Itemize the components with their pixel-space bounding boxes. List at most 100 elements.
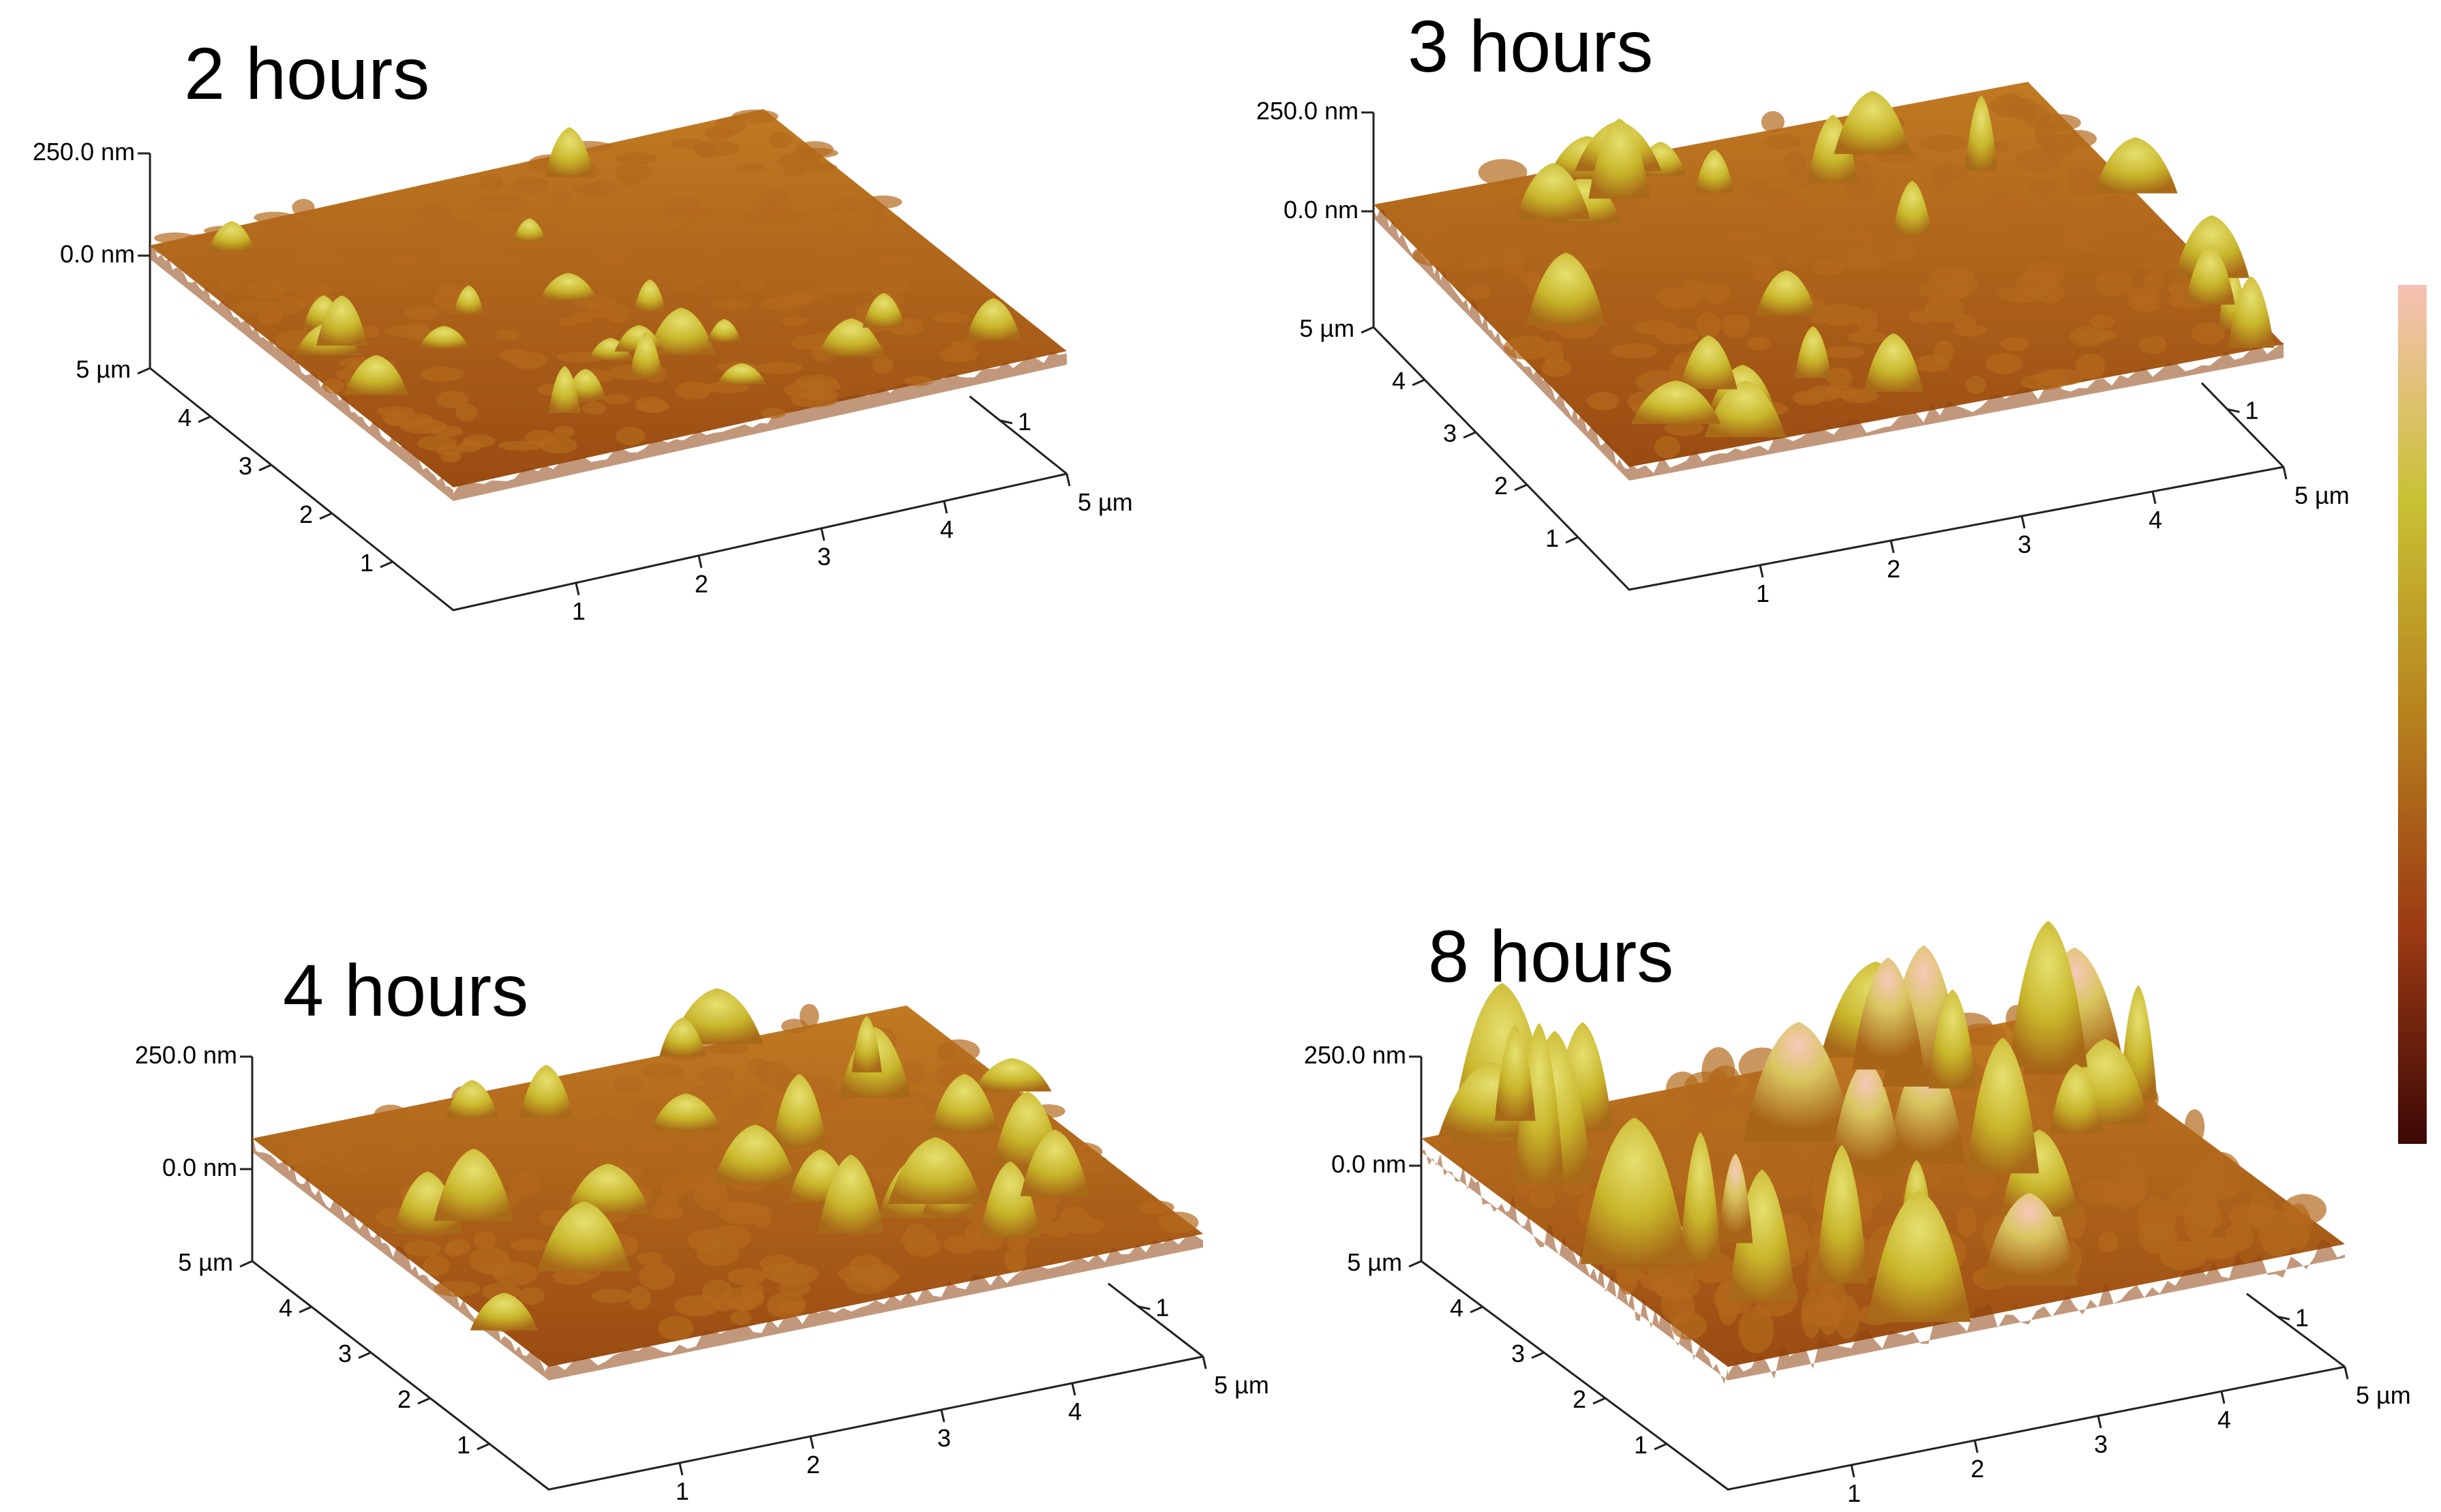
surface-bump [693, 1182, 729, 1210]
surface-bump [1930, 164, 1969, 181]
surface-bump [435, 219, 482, 233]
y-tick [319, 512, 333, 520]
y-tick [380, 560, 393, 569]
surface-peak [2228, 276, 2275, 348]
y-tick [258, 464, 272, 472]
surface-peak [659, 1017, 706, 1057]
surface-bump [2225, 1222, 2254, 1252]
y-tick-label: 3 [1443, 419, 1457, 447]
surface-peak [1494, 1025, 1536, 1121]
surface-peak [1020, 1129, 1090, 1196]
surface-bump [1770, 1163, 1811, 1198]
surface-bump [1410, 211, 1445, 239]
surface-peak [1695, 149, 1734, 194]
surface-bump [943, 1235, 980, 1254]
surface-peak [548, 365, 581, 413]
surface-peak [539, 273, 598, 301]
x-tick [575, 582, 580, 596]
y-tick-label: 1 [457, 1431, 470, 1459]
x-tick [697, 555, 703, 569]
surface-bump [1965, 376, 1987, 394]
surface-bump [1639, 210, 1688, 223]
surface-bump [661, 1175, 688, 1198]
surface-peak [1718, 1153, 1753, 1243]
surface-peak [537, 1201, 631, 1271]
y-tick [137, 367, 151, 375]
surface-bump [416, 435, 457, 451]
surface-bump [759, 209, 808, 223]
surface-peak [2009, 920, 2088, 1068]
afm-panel-2: 3 hours 250.0 nm 0.0 nm 5 µm 4 3 2 1 1 2 3 4 5 µm 1 [1256, 5, 2350, 607]
surface-edge [252, 1134, 1203, 1380]
y-tick [239, 1260, 253, 1268]
surface-bump [404, 305, 439, 320]
surface-bump [671, 226, 699, 244]
surface-bump [781, 1018, 808, 1034]
surface-bump [1843, 228, 1878, 252]
surface-bump [1816, 303, 1865, 326]
surface-bump [2183, 1198, 2216, 1244]
x-tick [940, 1409, 945, 1423]
x-tick-label: 1 [1847, 1479, 1861, 1507]
surface-bump [673, 268, 712, 284]
surface-bump [671, 138, 706, 149]
surface-peak [888, 1137, 983, 1205]
surface-bump [499, 348, 530, 362]
surface-bump [731, 109, 778, 123]
surface-peak [1755, 270, 1817, 316]
surface-bump [2139, 335, 2167, 354]
surface-peak [1834, 91, 1911, 154]
y-tick-label: 5 µm [1299, 314, 1354, 342]
surface-bump [658, 1316, 694, 1340]
surface-bump [673, 1295, 721, 1317]
y-tick-label: 3 [239, 452, 252, 480]
surface-bump [2184, 1109, 2205, 1145]
surface-peak [851, 1016, 882, 1073]
x-tick-label: 5 µm [1078, 488, 1133, 516]
surface-peak [418, 326, 470, 348]
surface-bump [1503, 335, 1551, 360]
surface-bump [1742, 180, 1771, 199]
surface-bump [1478, 159, 1528, 186]
surface-peak [1588, 118, 1651, 199]
surface-bump [234, 300, 280, 314]
surface-peak [445, 1080, 499, 1119]
surface-bump [718, 1203, 768, 1225]
surface-bump [864, 1161, 894, 1176]
surface-bump [2134, 239, 2162, 259]
surface-bump [194, 261, 238, 279]
surface-peak [771, 1074, 828, 1148]
surface-bump [761, 296, 802, 311]
surface-bump [2248, 1191, 2275, 1232]
surface-peak [1852, 957, 1924, 1070]
surface-bump [741, 1280, 764, 1306]
y-tick [1470, 1305, 1483, 1314]
surface-bump [2140, 258, 2179, 271]
surface-bump [436, 249, 480, 266]
surface-bump [571, 184, 603, 195]
surface-bump [2168, 276, 2193, 299]
surface-bump [1722, 314, 1750, 337]
z-top-label: 250.0 nm [135, 1041, 237, 1069]
x-tick [2344, 1366, 2349, 1380]
surface-bump [1763, 134, 1802, 150]
surface-bump [1817, 1294, 1840, 1335]
surface-bump [384, 412, 434, 428]
surface-bump [440, 451, 461, 463]
surface-bump [901, 1061, 926, 1085]
surface-bump [819, 226, 862, 245]
surface-bump [583, 1115, 625, 1130]
x-tick [809, 1436, 815, 1449]
y-tick [1361, 326, 1374, 334]
y-tick-label: 4 [279, 1294, 292, 1322]
right-axis [1107, 1282, 1204, 1358]
surface-bump [494, 329, 520, 341]
surface-bump [285, 1155, 327, 1168]
surface-bump [1684, 280, 1705, 293]
surface-bump [1684, 1072, 1725, 1101]
height-colorbar [2398, 285, 2427, 1144]
y-tick [198, 415, 211, 423]
surface-peak [344, 354, 409, 395]
surface-bump [1997, 286, 2046, 303]
